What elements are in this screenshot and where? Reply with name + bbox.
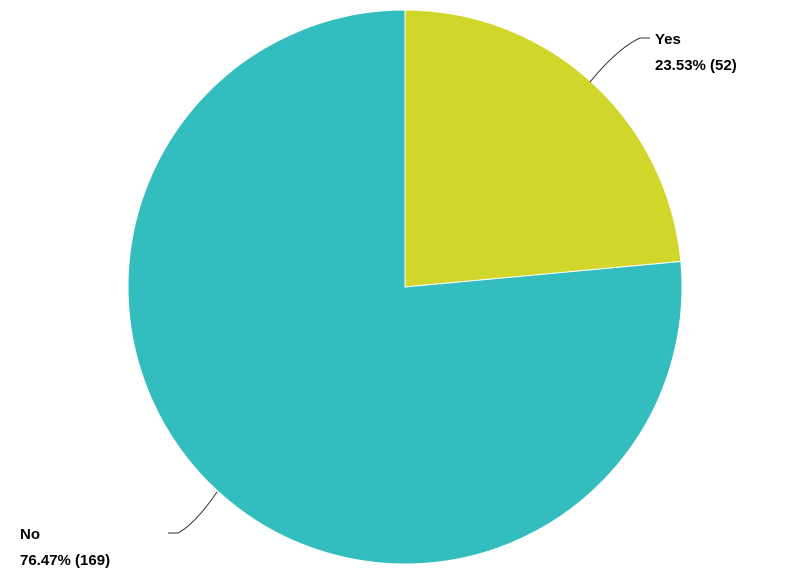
- pie-slice-no[interactable]: [127, 9, 683, 565]
- yes-slice-label: Yes: [655, 31, 681, 48]
- no-slice-label: No: [20, 526, 40, 543]
- no-slice-value: 76.47% (169): [20, 552, 110, 569]
- pie-slices: [127, 9, 683, 565]
- yes-leader-line: [589, 37, 650, 83]
- no-leader-line: [168, 491, 218, 534]
- yes-slice-value: 23.53% (52): [655, 57, 737, 74]
- pie-slice-yes[interactable]: [404, 9, 682, 288]
